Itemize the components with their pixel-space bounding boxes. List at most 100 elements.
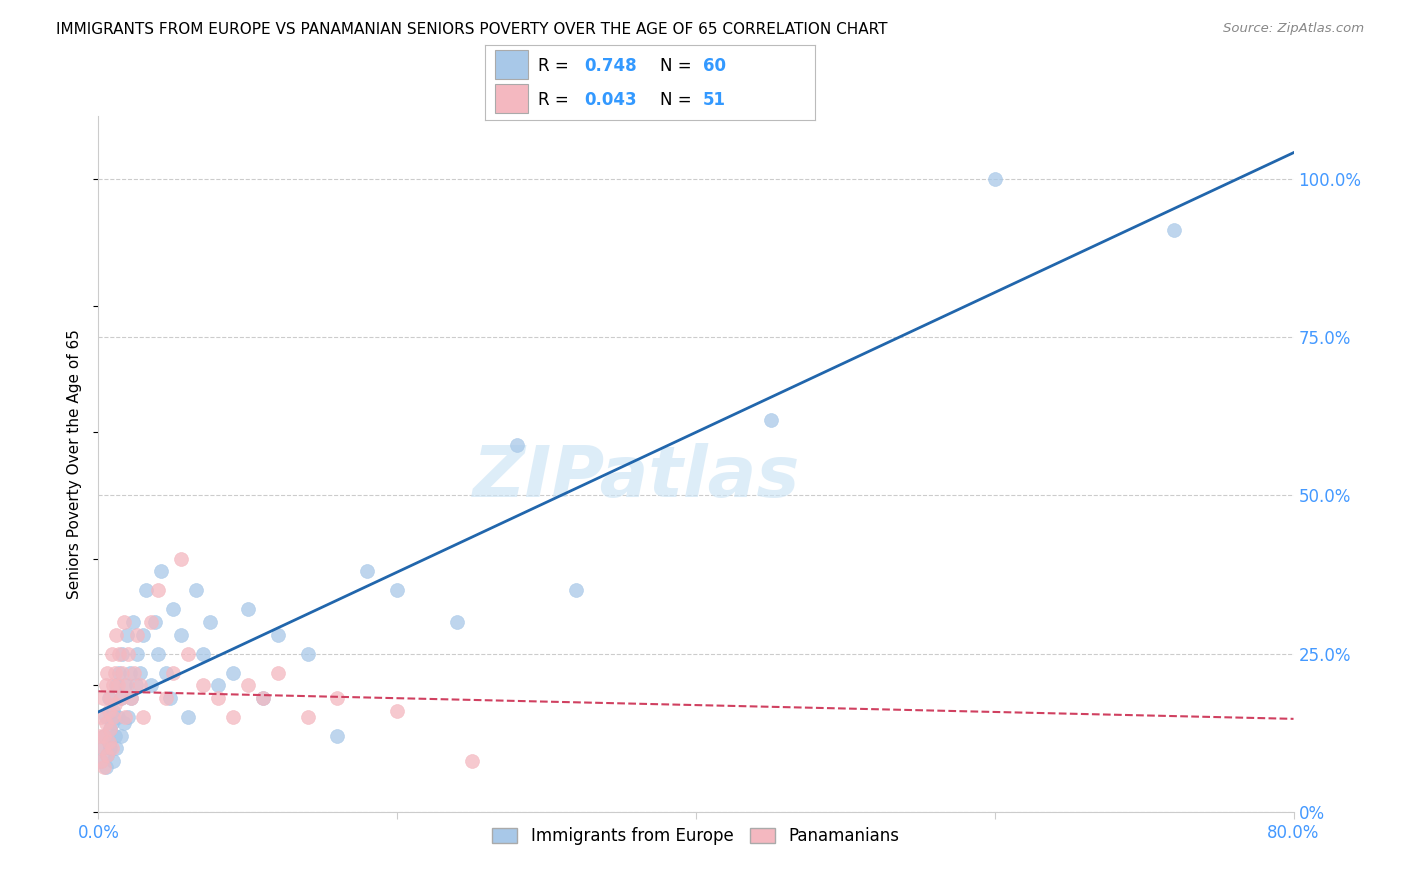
Point <box>385 583 409 598</box>
Point <box>155 665 177 680</box>
Point <box>103 704 125 718</box>
Point <box>129 665 152 680</box>
Point <box>93 760 115 774</box>
Text: Source: ZipAtlas.com: Source: ZipAtlas.com <box>1223 22 1364 36</box>
Point <box>267 627 290 641</box>
Point <box>148 583 170 598</box>
Legend: Immigrants from Europe, Panamanians: Immigrants from Europe, Panamanians <box>485 821 907 852</box>
Point <box>252 690 274 705</box>
Point <box>155 690 177 705</box>
Point <box>105 678 128 692</box>
Point <box>169 627 191 641</box>
Point <box>112 615 135 629</box>
Point <box>108 665 131 680</box>
Point <box>200 615 222 629</box>
Point <box>97 735 120 749</box>
Point <box>94 678 117 692</box>
Point <box>104 665 127 680</box>
Point <box>446 615 468 629</box>
Y-axis label: Seniors Poverty Over the Age of 65: Seniors Poverty Over the Age of 65 <box>67 329 83 599</box>
Bar <box>495 50 529 78</box>
Point <box>120 690 142 705</box>
Point <box>252 690 274 705</box>
Point <box>191 647 214 661</box>
Point <box>93 729 115 743</box>
Point <box>139 615 162 629</box>
Point <box>96 747 118 762</box>
Point <box>184 583 207 598</box>
Text: 0.043: 0.043 <box>585 91 637 109</box>
Point <box>111 647 134 661</box>
Point <box>97 690 120 705</box>
Point <box>101 741 124 756</box>
Point <box>132 627 155 641</box>
Point <box>97 735 120 749</box>
Point <box>89 729 111 743</box>
Point <box>222 665 245 680</box>
Point <box>111 665 134 680</box>
Point <box>105 627 128 641</box>
Point <box>112 716 135 731</box>
Point <box>101 647 124 661</box>
Point <box>103 710 125 724</box>
Point <box>177 710 200 724</box>
Point <box>104 697 127 711</box>
Point <box>169 551 191 566</box>
Point <box>107 678 129 692</box>
Point <box>98 723 122 737</box>
Point <box>105 741 128 756</box>
Point <box>125 678 148 692</box>
Point <box>90 754 112 768</box>
Text: R =: R = <box>538 91 574 109</box>
Point <box>90 754 112 768</box>
Point <box>132 710 155 724</box>
Point <box>91 690 114 705</box>
Point <box>98 741 122 756</box>
Point <box>297 647 319 661</box>
Point <box>326 690 349 705</box>
Point <box>93 729 115 743</box>
Point <box>461 754 484 768</box>
Point <box>121 615 143 629</box>
Point <box>162 602 184 616</box>
Point <box>135 583 157 598</box>
Point <box>90 710 112 724</box>
Point <box>114 678 136 692</box>
Point <box>124 665 146 680</box>
Point <box>91 741 114 756</box>
Point <box>148 647 170 661</box>
Text: R =: R = <box>538 57 574 75</box>
Point <box>98 690 122 705</box>
Point <box>108 647 131 661</box>
Point <box>191 678 214 692</box>
Text: 51: 51 <box>703 91 725 109</box>
Point <box>177 647 200 661</box>
Point <box>159 690 181 705</box>
Point <box>267 665 290 680</box>
Point <box>207 678 229 692</box>
Point <box>120 690 142 705</box>
Point <box>326 729 349 743</box>
Point <box>127 647 149 661</box>
Point <box>207 690 229 705</box>
Point <box>236 678 259 692</box>
Point <box>150 565 173 579</box>
Point <box>107 710 129 724</box>
Point <box>236 602 259 616</box>
Point <box>110 690 132 705</box>
Point <box>1163 223 1185 237</box>
Text: ZIPatlas: ZIPatlas <box>472 443 800 512</box>
Point <box>222 710 245 724</box>
Point <box>94 716 117 731</box>
Point <box>96 747 118 762</box>
Point <box>104 729 127 743</box>
Point <box>127 627 149 641</box>
Point <box>94 710 117 724</box>
Point <box>984 172 1007 186</box>
Point <box>139 678 162 692</box>
Point <box>565 583 588 598</box>
Point <box>103 754 125 768</box>
Point <box>117 647 139 661</box>
Point <box>98 723 122 737</box>
Text: 60: 60 <box>703 57 725 75</box>
